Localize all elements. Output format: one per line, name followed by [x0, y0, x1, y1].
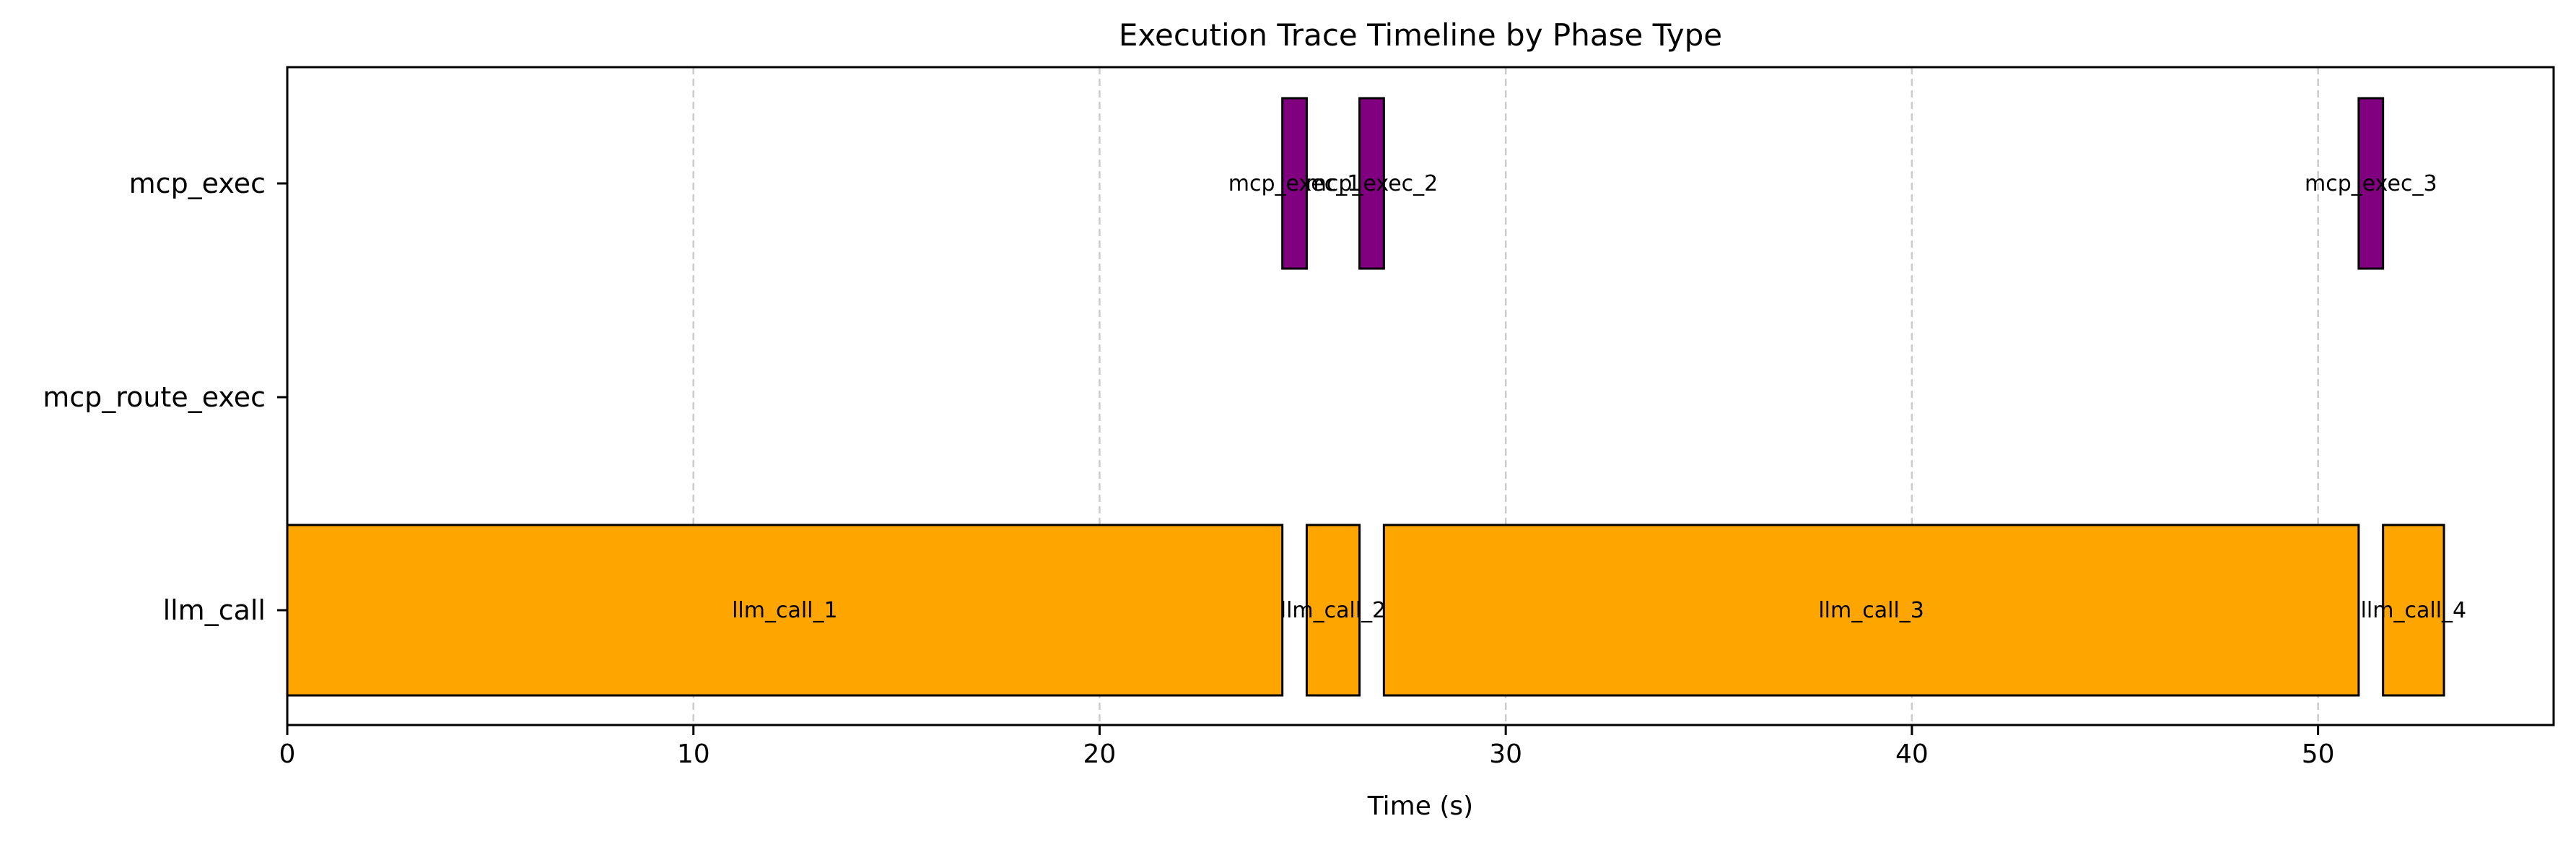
timeline-bar-mcp-exec-1	[1281, 97, 1308, 270]
x-tick-label: 20	[1083, 739, 1117, 769]
bars-layer	[286, 97, 2445, 697]
timeline-bar-llm-call-3	[1382, 524, 2360, 697]
x-tick-label: 0	[279, 739, 296, 769]
bar-labels-layer: llm_call_1 llm_call_2 llm_call_3 llm_call_4…	[732, 171, 2466, 623]
bar-label-mcp-exec-1: mcp_exec_1	[1228, 171, 1361, 196]
timeline-bar-llm-call-4	[2382, 524, 2445, 697]
x-tick-label: 50	[2302, 739, 2335, 769]
y-tick-label-mcp-exec: mcp_exec	[129, 168, 266, 199]
bar-label-mcp-exec-3: mcp_exec_3	[2305, 171, 2437, 196]
bar-label-llm-call-4: llm_call_4	[2361, 598, 2467, 623]
bar-label-llm-call-1: llm_call_1	[732, 598, 838, 623]
x-axis-label: Time (s)	[1367, 791, 1473, 821]
chart-title: Execution Trace Timeline by Phase Type	[1119, 17, 1722, 53]
bar-label-llm-call-3: llm_call_3	[1818, 598, 1924, 623]
timeline-bar-llm-call-2	[1305, 524, 1361, 697]
timeline-bar-mcp-exec-2	[1358, 97, 1385, 270]
y-tick-label-llm-call: llm_call	[163, 594, 266, 626]
x-tick-label: 40	[1895, 739, 1929, 769]
timeline-bar-mcp-exec-3	[2357, 97, 2385, 270]
x-tick-label: 10	[677, 739, 710, 769]
y-axis: llm_call mcp_route_exec mcp_exec	[43, 168, 287, 626]
bar-label-llm-call-2: llm_call_2	[1280, 598, 1387, 623]
x-axis: 0 10 20 30 40 50	[279, 725, 2335, 769]
y-tick-label-mcp-route-exec: mcp_route_exec	[43, 381, 266, 413]
timeline-bar-llm-call-1	[286, 524, 1284, 697]
x-tick-label: 30	[1489, 739, 1522, 769]
bar-label-mcp-exec-2: mcp_exec_2	[1306, 171, 1438, 196]
